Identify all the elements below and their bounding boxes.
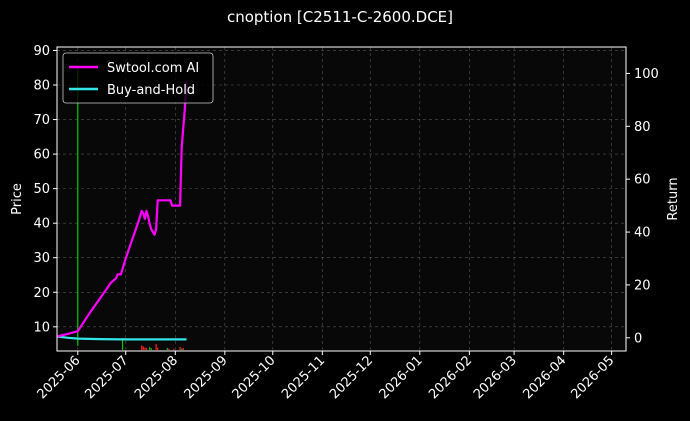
y-tick-label-right: 100 [634, 67, 659, 82]
legend-box [62, 52, 214, 104]
y-tick-label-left: 80 [33, 79, 50, 94]
y-tick-label-left: 30 [33, 251, 50, 266]
y-tick-label-left: 50 [33, 182, 50, 197]
y-tick-label-left: 90 [33, 44, 50, 59]
series-line-buy-and-hold [56, 335, 187, 341]
y-axis-left-label: Price [10, 183, 25, 215]
y-tick-label-right: 60 [634, 173, 651, 188]
x-tick-label: 2026-01 [377, 353, 426, 402]
chart-title: cnoption [C2511-C-2600.DCE] [227, 8, 453, 26]
y-tick-label-right: 0 [634, 331, 642, 346]
legend: Swtool.com AI Buy-and-Hold [62, 52, 214, 104]
y-tick-label-left: 40 [33, 217, 50, 232]
plot-frame [56, 46, 627, 352]
y-tick-label-right: 80 [634, 120, 651, 135]
legend-label-buy-and-hold: Buy-and-Hold [107, 83, 195, 98]
y-axis-left: 10 20 30 40 50 60 70 80 90 [33, 44, 57, 335]
series-line-swtool [56, 81, 188, 338]
y-axis-right-label: Return [666, 177, 681, 220]
x-tick-label: 2025-08 [132, 353, 181, 402]
x-tick-label: 2025-10 [230, 353, 279, 402]
x-tick-label: 2026-04 [520, 353, 569, 402]
x-tick-label: 2025-11 [279, 353, 328, 402]
x-tick-label: 2025-07 [83, 353, 132, 402]
y-tick-label-left: 10 [33, 320, 50, 335]
x-tick-label: 2026-05 [568, 353, 617, 402]
y-tick-label-left: 60 [33, 148, 50, 163]
y-tick-label-left: 20 [33, 286, 50, 301]
x-tick-label: 2026-02 [426, 353, 475, 402]
x-tick-label: 2025-12 [327, 353, 376, 402]
y-tick-label-left: 70 [33, 113, 50, 128]
x-tick-label: 2026-03 [471, 353, 520, 402]
legend-label-swtool: Swtool.com AI [107, 61, 199, 76]
y-tick-label-right: 40 [634, 226, 651, 241]
y-axis-right: 0 20 40 60 80 100 [626, 67, 659, 346]
y-tick-label-right: 20 [634, 278, 651, 293]
x-tick-label: 2025-09 [182, 353, 231, 402]
series-lines [56, 81, 188, 341]
x-tick-label: 2025-06 [35, 353, 84, 402]
